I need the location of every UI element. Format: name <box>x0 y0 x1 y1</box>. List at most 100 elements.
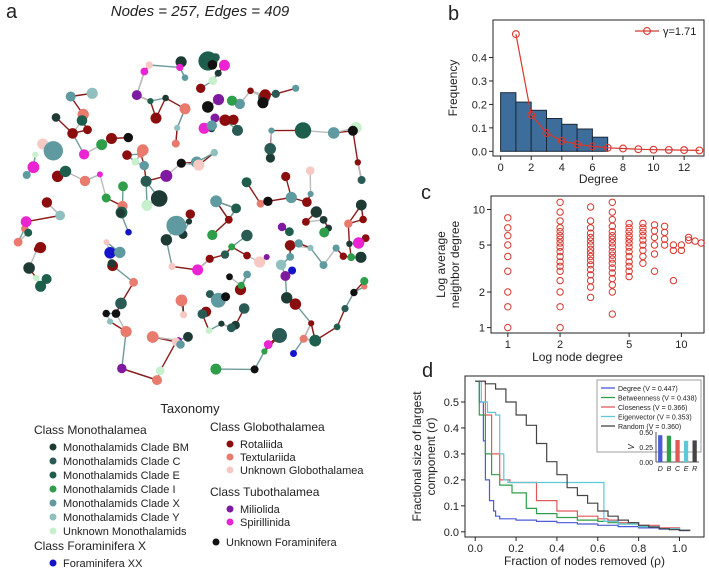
scatter-point <box>650 221 659 229</box>
network-node <box>79 175 91 187</box>
fit-point <box>557 136 566 145</box>
x-tick-label: 4 <box>559 162 565 174</box>
network-node <box>118 181 128 192</box>
network-node <box>261 348 268 355</box>
network-node <box>24 228 33 237</box>
network-node <box>280 271 291 281</box>
network-node <box>59 165 72 178</box>
scatter-point <box>586 265 595 274</box>
y-tick-label: 5 <box>479 240 485 252</box>
network-node <box>355 199 367 211</box>
x-tick-label: 12 <box>678 162 690 174</box>
network-node <box>141 199 153 211</box>
network-node <box>205 327 213 334</box>
y-tick-label: 0.4 <box>444 423 459 435</box>
scatter-point <box>504 224 512 232</box>
network-node <box>357 176 366 184</box>
scatter-point <box>677 246 686 255</box>
legend-item: Unknown Globothalamea <box>240 465 364 477</box>
scatter-point <box>625 232 633 240</box>
legend-label: Betweenness (V = 0.438) <box>618 396 697 403</box>
scatter-point <box>639 246 647 255</box>
scatter-point <box>650 250 659 258</box>
network-node <box>206 120 217 131</box>
network-node <box>114 246 126 259</box>
scatter-point <box>608 198 616 207</box>
network-node <box>146 331 159 343</box>
network-node <box>332 244 340 252</box>
scatter-point <box>556 198 564 207</box>
network-node <box>277 222 287 232</box>
legend-swatch <box>49 457 57 465</box>
network-node <box>284 240 296 251</box>
scatter-point <box>684 233 693 242</box>
network-node <box>344 219 353 228</box>
scatter-point <box>556 262 564 270</box>
network-node <box>319 227 330 238</box>
inset-x-label: R <box>692 466 697 473</box>
scatter-point <box>504 241 512 249</box>
legend-swatch <box>49 443 57 451</box>
network-node <box>202 101 214 113</box>
network-node <box>181 74 189 81</box>
x-tick-label: 1 <box>505 339 511 351</box>
network-node <box>347 253 356 262</box>
network-node <box>208 76 218 85</box>
inset-x-label: D <box>658 466 663 473</box>
network-node <box>263 340 273 349</box>
network-node <box>292 84 300 92</box>
network-node <box>221 292 231 302</box>
panel-label-c: c <box>421 182 431 204</box>
network-node <box>51 113 61 122</box>
network-node <box>238 303 250 314</box>
network-node <box>268 127 275 134</box>
network-node <box>263 254 270 260</box>
scatter-point <box>586 229 595 237</box>
network-node <box>210 148 218 157</box>
scatter-point <box>556 239 564 247</box>
network-node <box>214 69 222 77</box>
fit-point <box>649 145 658 154</box>
legend-group-title: Class Monothalamea <box>34 423 147 437</box>
scatter-point <box>556 232 564 240</box>
legend-item: Unknown Monothalamids <box>63 526 187 538</box>
network-node <box>65 91 76 102</box>
scatter-point <box>650 241 659 249</box>
scatter-point <box>608 227 616 236</box>
x-tick-label: 0.2 <box>508 543 523 555</box>
network-node <box>174 124 181 131</box>
scatter-point <box>639 241 647 249</box>
network-node <box>243 270 252 279</box>
scatter-point <box>625 247 633 256</box>
network-edge <box>121 331 127 369</box>
scatter-point <box>608 274 616 283</box>
legend-group-title: Class Globothalamea <box>210 420 325 434</box>
network-node <box>27 161 40 174</box>
network-node <box>218 59 230 71</box>
fit-point <box>603 143 612 152</box>
inset-y-tick-label: 0.25 <box>639 445 653 452</box>
legend-swatch <box>49 499 57 507</box>
scatter-point <box>625 224 633 232</box>
panel-label-b: b <box>448 3 459 25</box>
network-node <box>140 67 149 76</box>
network-edge <box>149 64 180 69</box>
y-axis-label: Log average <box>434 231 448 298</box>
x-tick-label: 10 <box>675 339 687 351</box>
network-node <box>327 127 340 139</box>
scatter-point <box>625 243 633 251</box>
y-tick-label: 0.1 <box>444 501 459 513</box>
scatter-point <box>586 271 595 279</box>
scatter-point <box>625 267 633 275</box>
network-node <box>237 281 245 289</box>
legend-item: Monothalamids Clade X <box>63 498 180 510</box>
panel-label-d: d <box>422 360 433 382</box>
scatter-point <box>556 267 564 275</box>
network-node <box>160 234 173 246</box>
scatter-point <box>625 219 633 228</box>
legend-item: Monothalamids Clade C <box>63 456 180 468</box>
network-node <box>125 228 132 236</box>
network-node <box>228 243 236 251</box>
legend-globothalamea: Class Globothalamea Rotaliida Textularii… <box>210 420 364 477</box>
network-node <box>232 124 243 136</box>
